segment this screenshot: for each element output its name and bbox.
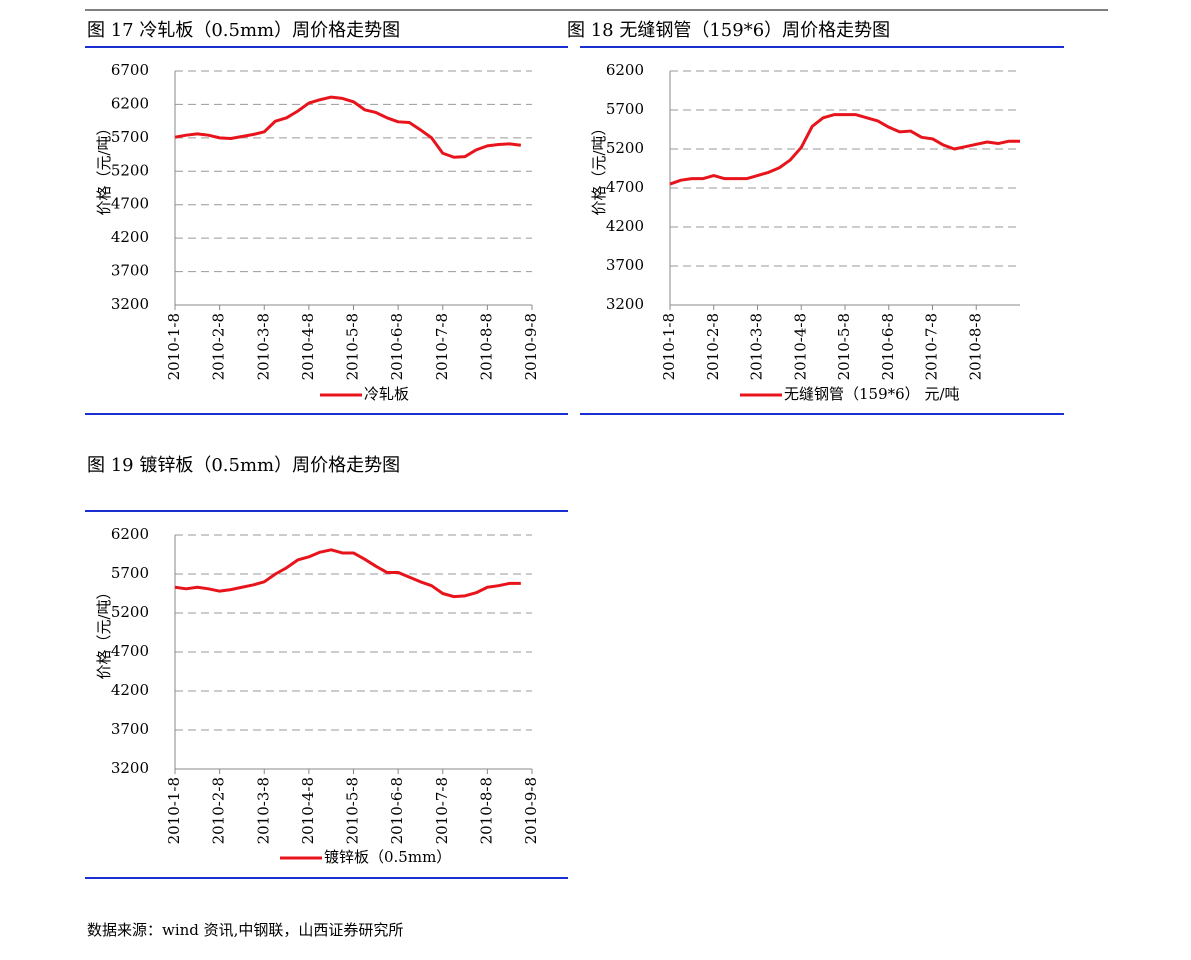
x-tick-label: 2010-4-8 [299, 777, 317, 844]
y-tick-label: 4700 [606, 178, 644, 196]
x-tick-label: 2010-7-8 [433, 777, 451, 844]
y-tick-label: 3200 [111, 759, 149, 777]
y-tick-label: 4200 [111, 681, 149, 699]
x-tick-label: 2010-8-8 [966, 313, 984, 380]
y-tick-label: 4700 [111, 642, 149, 660]
y-tick-label: 3700 [606, 256, 644, 274]
y-tick-label: 5700 [111, 564, 149, 582]
x-tick-label: 2010-4-8 [299, 313, 317, 380]
legend-label: 镀锌板（0.5mm） [324, 848, 451, 866]
y-tick-label: 4200 [111, 228, 149, 246]
source-note: 数据来源：wind 资讯,中钢联，山西证券研究所 [87, 921, 403, 939]
legend-label: 冷轧板 [364, 385, 409, 403]
y-tick-label: 5700 [606, 100, 644, 118]
y-tick-label: 3700 [111, 262, 149, 280]
x-tick-label: 2010-3-8 [254, 313, 272, 380]
x-tick-label: 2010-6-8 [388, 777, 406, 844]
x-tick-label: 2010-9-8 [522, 777, 540, 844]
y-tick-label: 3200 [111, 295, 149, 313]
y-tick-label: 3700 [111, 720, 149, 738]
x-tick-label: 2010-2-8 [704, 313, 722, 380]
x-tick-label: 2010-1-8 [165, 313, 183, 380]
y-tick-label: 3200 [606, 295, 644, 313]
chart-title: 图 18 无缝钢管（159*6）周价格走势图 [567, 20, 890, 41]
y-tick-label: 6200 [606, 61, 644, 79]
y-axis-label: 价格（元/吨） [95, 584, 113, 679]
price-line [669, 113, 1020, 186]
x-tick-label: 2010-5-8 [344, 313, 362, 380]
x-tick-label: 2010-2-8 [210, 313, 228, 380]
y-tick-label: 6700 [111, 61, 149, 79]
legend-label: 无缝钢管（159*6） 元/吨 [784, 385, 960, 403]
x-tick-label: 2010-8-8 [477, 313, 495, 380]
x-tick-label: 2010-8-8 [477, 777, 495, 844]
y-tick-label: 6200 [111, 525, 149, 543]
y-tick-label: 5200 [111, 603, 149, 621]
y-tick-label: 5700 [111, 128, 149, 146]
y-axis-label: 价格（元/吨） [590, 120, 608, 215]
price-line [174, 95, 522, 159]
chart-title: 图 19 镀锌板（0.5mm）周价格走势图 [87, 455, 400, 476]
x-tick-label: 2010-3-8 [254, 777, 272, 844]
y-tick-label: 4700 [111, 195, 149, 213]
y-tick-label: 6200 [111, 94, 149, 112]
x-tick-label: 2010-7-8 [923, 313, 941, 380]
x-tick-label: 2010-2-8 [210, 777, 228, 844]
y-axis-label: 价格（元/吨） [95, 120, 113, 215]
price-line [174, 548, 521, 599]
y-tick-label: 5200 [606, 139, 644, 157]
chart-title: 图 17 冷轧板（0.5mm）周价格走势图 [87, 20, 400, 41]
x-tick-label: 2010-4-8 [791, 313, 809, 380]
x-tick-label: 2010-9-8 [522, 313, 540, 380]
x-tick-label: 2010-3-8 [748, 313, 766, 380]
x-tick-label: 2010-5-8 [835, 313, 853, 380]
y-tick-label: 5200 [111, 161, 149, 179]
y-tick-label: 4200 [606, 217, 644, 235]
x-tick-label: 2010-7-8 [433, 313, 451, 380]
x-tick-label: 2010-1-8 [165, 777, 183, 844]
x-tick-label: 2010-6-8 [879, 313, 897, 380]
x-tick-label: 2010-5-8 [344, 777, 362, 844]
x-tick-label: 2010-6-8 [388, 313, 406, 380]
x-tick-label: 2010-1-8 [660, 313, 678, 380]
